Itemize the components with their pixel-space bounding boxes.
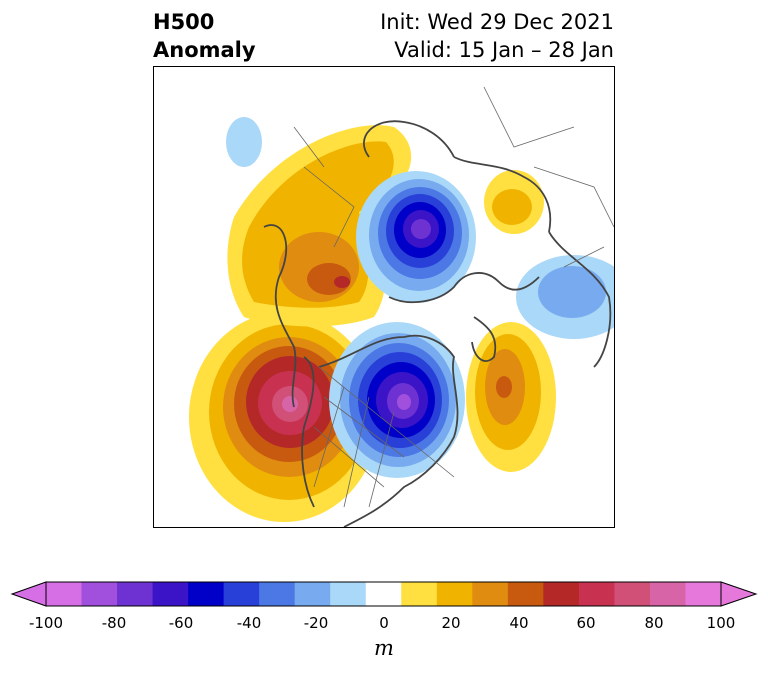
tick-label: -40 xyxy=(236,614,262,632)
tick-label: 40 xyxy=(509,614,529,632)
title-variable: H500 xyxy=(153,10,215,34)
colorbar-segment xyxy=(472,582,509,606)
init-date: Init: Wed 29 Dec 2021 xyxy=(380,10,614,34)
colorbar-segment xyxy=(507,582,544,606)
colorbar-segment xyxy=(223,582,260,606)
colorbar-segment xyxy=(649,582,686,606)
colorbar-segment xyxy=(294,582,331,606)
tick-label: -20 xyxy=(303,614,329,632)
colorbar-segment xyxy=(259,582,296,606)
colorbar-segment xyxy=(685,582,722,606)
tick-label: 100 xyxy=(706,614,736,632)
colorbar-segment xyxy=(152,582,189,606)
anomaly-map xyxy=(153,66,615,528)
tick-label: -100 xyxy=(28,614,64,632)
coastlines xyxy=(263,120,612,527)
colorbar-segment xyxy=(578,582,615,606)
colorbar-segment xyxy=(401,582,438,606)
colorbar-segment xyxy=(188,582,225,606)
colorbar-segment xyxy=(330,582,367,606)
tick-label: 80 xyxy=(644,614,664,632)
valid-range: Valid: 15 Jan – 28 Jan xyxy=(394,38,614,62)
map-edge-mask xyxy=(154,275,158,319)
tick-label: 20 xyxy=(441,614,461,632)
tick-label: 60 xyxy=(576,614,596,632)
colorbar-segment xyxy=(436,582,473,606)
colorbar-segment xyxy=(543,582,580,606)
colorbar-units: m xyxy=(374,636,394,660)
colorbar-segment xyxy=(117,582,154,606)
asia-ridge-anomaly xyxy=(227,125,412,327)
colorbar-segment xyxy=(365,582,402,606)
na-trough-anomaly xyxy=(329,322,465,478)
europe-ridge-anomaly xyxy=(484,170,544,234)
asia-low-anomaly xyxy=(516,255,614,339)
colorbar-segment xyxy=(81,582,118,606)
atlantic-ridge-anomaly xyxy=(466,322,556,472)
polar-low-anomaly xyxy=(356,171,476,303)
west-ridge-anomaly xyxy=(189,312,379,522)
tick-label: -60 xyxy=(168,614,194,632)
pacific-low-anomaly xyxy=(226,117,262,167)
chart-title: H500 Anomaly xyxy=(153,8,256,64)
colorbar xyxy=(10,581,758,607)
colorbar-extend-min xyxy=(10,581,47,607)
tick-label: 0 xyxy=(379,614,389,632)
tick-label: -80 xyxy=(101,614,127,632)
colorbar-outline xyxy=(45,581,722,607)
title-anomaly: Anomaly xyxy=(153,38,256,62)
political-borders xyxy=(293,86,614,508)
colorbar-segment xyxy=(614,582,651,606)
chart-dates: Init: Wed 29 Dec 2021 Valid: 15 Jan – 28… xyxy=(380,8,614,64)
anomaly-map-svg xyxy=(154,86,614,527)
colorbar-segment xyxy=(46,582,83,606)
colorbar-extend-max xyxy=(720,581,758,607)
